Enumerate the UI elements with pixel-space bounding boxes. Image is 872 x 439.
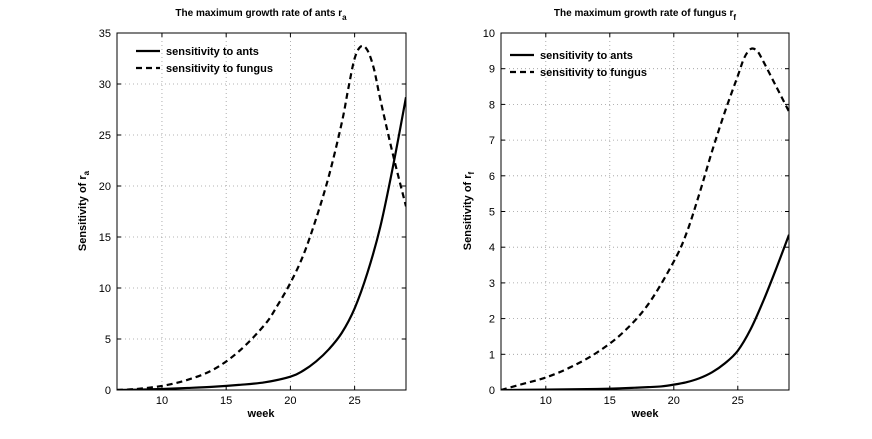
legend-label-fungus: sensitivity to fungus <box>540 67 647 79</box>
y-tick-label: 7 <box>489 135 495 147</box>
y-tick-label: 1 <box>489 349 495 361</box>
chart-ants-growth-rate: 0 5 10 15 20 25 30 35 10 15 20 25 The maximum growt… <box>77 8 407 420</box>
x-axis-label: week <box>631 408 660 420</box>
legend-label-fungus: sensitivity to fungus <box>166 63 273 75</box>
y-tick-label: 15 <box>99 232 111 244</box>
series-line-fungus <box>501 47 789 390</box>
x-tick-label: 15 <box>604 395 616 407</box>
x-tick-label: 25 <box>348 395 360 407</box>
y-tick-label: 5 <box>105 334 111 346</box>
chart-fungus-growth-rate: 0 1 2 3 4 5 6 7 8 9 10 10 15 20 25 The maximum growth … <box>462 8 790 420</box>
y-tick-label: 25 <box>99 130 111 142</box>
chart-title: The maximum growth rate of ants ra <box>175 8 347 22</box>
y-tick-label: 8 <box>489 99 495 111</box>
x-tick-label: 15 <box>220 395 232 407</box>
x-tick-label: 10 <box>156 395 168 407</box>
y-tick-label: 6 <box>489 171 495 183</box>
legend: sensitivity to ants sensitivity to fungu… <box>510 50 647 79</box>
legend-label-ants: sensitivity to ants <box>540 50 633 62</box>
plot-frame <box>116 32 407 391</box>
y-tick-label: 10 <box>483 28 495 40</box>
y-tick-label: 5 <box>489 207 495 219</box>
y-tick-label: 20 <box>99 181 111 193</box>
legend-label-ants: sensitivity to ants <box>166 46 259 58</box>
x-tick-label: 20 <box>284 395 296 407</box>
y-axis-label: Sensitivity of ra <box>77 170 91 251</box>
series-line-ants <box>117 97 406 390</box>
legend: sensitivity to ants sensitivity to fungu… <box>136 46 273 75</box>
x-tick-label: 20 <box>668 395 680 407</box>
y-tick-label: 3 <box>489 278 495 290</box>
series-line-ants <box>501 234 789 390</box>
y-tick-label: 0 <box>105 385 111 397</box>
series-line-fungus <box>117 44 406 390</box>
y-axis-label: Sensitivity of rf <box>462 171 476 250</box>
y-tick-label: 0 <box>489 385 495 397</box>
x-tick-label: 25 <box>732 395 744 407</box>
y-tick-label: 35 <box>99 28 111 40</box>
chart-title: The maximum growth rate of fungus rf <box>554 8 736 22</box>
y-tick-label: 4 <box>489 242 495 254</box>
y-tick-label: 2 <box>489 314 495 326</box>
y-tick-label: 30 <box>99 79 111 91</box>
x-axis-label: week <box>247 408 276 420</box>
y-tick-label: 10 <box>99 283 111 295</box>
y-tick-label: 9 <box>489 64 495 76</box>
x-tick-label: 10 <box>540 395 552 407</box>
